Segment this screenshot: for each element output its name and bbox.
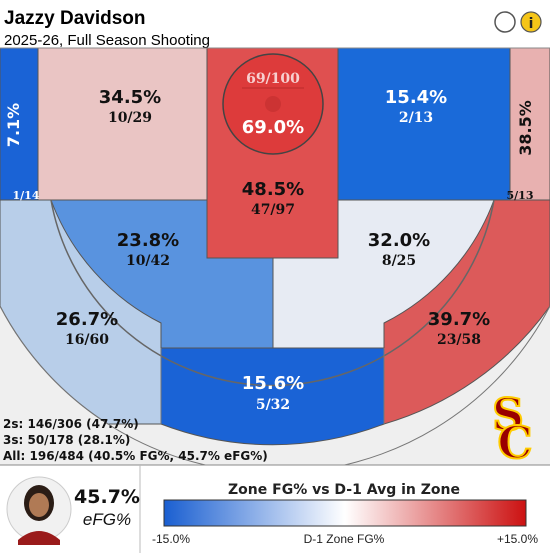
zone-pct-rim: 69.0% [242, 117, 304, 138]
zone-pct-left-wing-three: 26.7% [56, 309, 118, 330]
court [0, 48, 550, 465]
zone-pct-top-key-three: 15.6% [242, 373, 304, 394]
zone-frac-right-wing-three: 23/58 [437, 332, 481, 348]
summary-twos: 2s: 146/306 (47.7%) [3, 417, 139, 431]
zone-frac-rim: 69/100 [246, 71, 300, 87]
zone-frac-left-wing-three: 16/60 [65, 332, 109, 348]
zone-pct-paint: 48.5% [242, 179, 304, 200]
info-icon[interactable]: i [520, 11, 542, 33]
zone-top-key-three[interactable] [160, 322, 385, 446]
legend-title: Zone FG% vs D-1 Avg in Zone [228, 482, 460, 498]
efg-value: 45.7% [74, 486, 140, 508]
info-icon-glyph[interactable]: i [529, 16, 534, 32]
legend-colorbar [163, 499, 527, 527]
hoop-mark [265, 96, 281, 112]
zone-frac-paint: 47/97 [251, 202, 295, 218]
summary-all: All: 196/484 (40.5% FG%, 45.7% eFG%) [3, 449, 268, 463]
efg-label: eFG% [83, 510, 131, 529]
player-avatar [6, 476, 72, 545]
three-point-arc-line [0, 305, 550, 465]
logo-letter-c: C [497, 418, 532, 469]
zone-left-corner-three[interactable] [0, 48, 39, 201]
zone-pct-right-wing-short-mid: 15.4% [385, 87, 447, 108]
usc-sc-logo: S C [491, 389, 533, 470]
zone-right-corner-three[interactable] [509, 48, 550, 201]
mid-range-arc-line [50, 199, 495, 387]
header-background [0, 0, 550, 48]
zone-frac-right-corner-three: 5/13 [507, 189, 534, 202]
summary-threes: 3s: 50/178 (28.1%) [3, 433, 130, 447]
zone-labels: 7.1% 1/14 34.5% 10/29 69/100 69.0% 48.5%… [4, 71, 535, 413]
zone-pct-right-wing-three: 39.7% [428, 309, 490, 330]
logo-letter-s: S [492, 390, 524, 441]
zone-left-wing-short-mid[interactable] [37, 48, 208, 201]
zone-frac-left-elbow-mid: 10/42 [126, 253, 170, 269]
zone-pct-left-corner-three: 7.1% [4, 103, 23, 147]
zone-frac-right-wing-short-mid: 2/13 [399, 110, 433, 126]
zone-right-wing-short-mid[interactable] [337, 48, 511, 201]
avatar-jersey [18, 531, 60, 545]
zone-pct-left-elbow-mid: 23.8% [117, 230, 179, 251]
zone-frac-left-wing-short-mid: 10/29 [108, 110, 152, 126]
info-icon-circle[interactable] [520, 11, 542, 33]
legend-min-label: -15.0% [152, 532, 190, 546]
zone-pct-right-corner-three: 38.5% [516, 100, 535, 156]
zone-frac-top-key-three: 5/32 [256, 397, 290, 413]
season-subtitle: 2025-26, Full Season Shooting [4, 32, 210, 49]
zone-pct-right-elbow-mid: 32.0% [368, 230, 430, 251]
avatar-face [29, 493, 49, 517]
circle-icon[interactable] [494, 11, 516, 33]
zone-frac-right-elbow-mid: 8/25 [382, 253, 416, 269]
legend-max-label: +15.0% [497, 532, 538, 546]
zone-pct-left-wing-short-mid: 34.5% [99, 87, 161, 108]
zone-frac-left-corner-three: 1/14 [13, 189, 40, 202]
legend-mid-label: D-1 Zone FG% [304, 532, 385, 546]
player-name: Jazzy Davidson [4, 8, 146, 29]
